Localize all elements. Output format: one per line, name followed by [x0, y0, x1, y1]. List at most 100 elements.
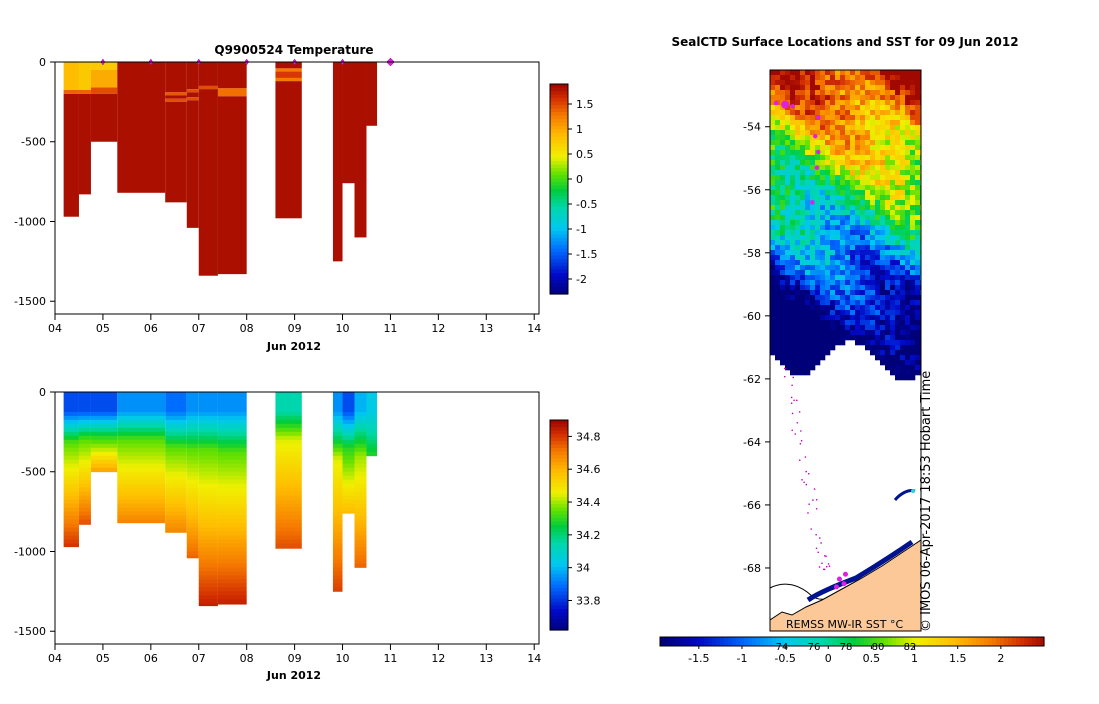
salinity-cell	[275, 487, 302, 493]
salinity-cell	[366, 407, 378, 413]
sst-cell	[865, 100, 871, 106]
sst-cell	[885, 335, 891, 341]
sst-cell	[885, 100, 891, 106]
sst-cell	[805, 145, 811, 151]
colorbar-segment	[550, 262, 568, 267]
colorbar-segment	[550, 248, 568, 253]
seal-location-marker	[816, 115, 821, 120]
sst-cell	[830, 115, 836, 121]
sst-cell	[810, 340, 816, 346]
salinity-cell	[342, 423, 355, 429]
sst-cell	[845, 90, 851, 96]
track-dot	[784, 367, 787, 370]
sst-cell	[910, 310, 916, 316]
seal-location-marker	[843, 571, 848, 577]
salinity-cell	[78, 471, 91, 477]
sst-cell	[865, 310, 871, 316]
sst-cell	[900, 375, 906, 381]
sst-cell	[880, 330, 886, 336]
sst-cell	[895, 230, 901, 236]
sst-cell	[880, 195, 886, 201]
colorbar-segment	[550, 168, 568, 173]
sst-cell	[840, 170, 846, 176]
sst-cell	[870, 125, 876, 131]
sst-cell	[870, 190, 876, 196]
sst-cell	[860, 80, 866, 86]
sst-cell	[860, 315, 866, 321]
salinity-cell	[198, 495, 218, 501]
sst-cell	[915, 80, 921, 86]
salinity-cell	[78, 507, 91, 513]
sst-cell	[800, 265, 806, 271]
sst-cell	[835, 150, 841, 156]
sst-cell	[790, 290, 796, 296]
sst-cell	[780, 185, 786, 191]
sst-cell	[845, 170, 851, 176]
sst-cell	[785, 235, 791, 241]
sst-cell	[890, 210, 896, 216]
sst-cell	[790, 90, 796, 96]
sst-cell	[855, 245, 861, 251]
sst-cell	[785, 355, 791, 361]
sst-cell	[780, 320, 786, 326]
sst-cell	[790, 270, 796, 276]
sparse-track-dots	[783, 367, 831, 571]
sst-cell	[915, 70, 921, 76]
salinity-cell	[186, 515, 199, 520]
sst-cell	[815, 310, 821, 316]
sst-cell	[870, 340, 876, 346]
sst-cell	[890, 80, 896, 86]
colorbar-segment	[550, 560, 568, 565]
x-tick-label: 04	[48, 652, 62, 665]
sst-cell	[790, 195, 796, 201]
sst-cell	[780, 270, 786, 276]
salinity-cell	[90, 399, 118, 405]
sst-cell	[875, 115, 881, 121]
sst-cell	[875, 200, 881, 206]
sst-cell	[895, 195, 901, 201]
salinity-cell	[354, 531, 367, 536]
sst-cell	[850, 280, 856, 286]
salinity-cell	[78, 443, 91, 449]
sst-cell	[820, 235, 826, 241]
sst-cell	[820, 245, 826, 251]
salinity-cell	[198, 519, 218, 524]
sst-cell	[910, 305, 916, 311]
sst-colorbar-segment	[864, 637, 869, 646]
sst-cell	[820, 165, 826, 171]
salinity-cell	[198, 535, 218, 540]
sst-cell	[865, 250, 871, 256]
sst-cell	[910, 280, 916, 286]
sst-cell	[890, 250, 896, 256]
sst-cell	[795, 140, 801, 146]
sst-cell	[840, 220, 846, 226]
sst-cell	[810, 335, 816, 341]
colorbar-segment	[550, 532, 568, 537]
sst-cell	[905, 345, 911, 351]
salinity-cell	[217, 479, 247, 485]
sst-cell	[870, 155, 876, 161]
sst-cell	[785, 325, 791, 331]
sst-cell	[835, 200, 841, 206]
sst-colorbar-segment	[860, 637, 865, 646]
colorbar-segment	[550, 437, 568, 442]
sst-cell	[790, 315, 796, 321]
sst-cell	[850, 95, 856, 101]
sst-cell	[795, 90, 801, 96]
colorbar-segment	[550, 423, 568, 428]
sst-cell	[860, 125, 866, 131]
sst-cell	[825, 115, 831, 121]
salinity-cell	[63, 419, 79, 425]
sst-cell	[835, 255, 841, 261]
sst-cell	[800, 285, 806, 291]
sst-cell	[810, 115, 816, 121]
sst-cell	[815, 225, 821, 231]
x-tick-label: 08	[240, 322, 254, 335]
sst-cell	[860, 220, 866, 226]
sst-cell	[900, 205, 906, 211]
sst-cell	[880, 290, 886, 296]
sst-cell	[790, 140, 796, 146]
salinity-cell	[198, 407, 218, 413]
sst-cell	[830, 130, 836, 136]
sst-cell	[815, 85, 821, 91]
